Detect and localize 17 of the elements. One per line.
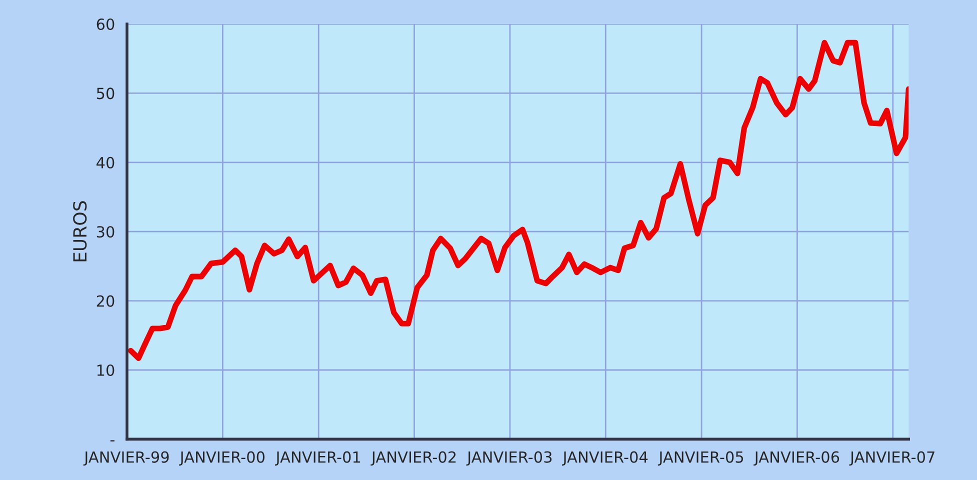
y-tick-label: 60 [96, 18, 114, 30]
y-tick-label: 20 [96, 295, 114, 307]
x-tick-label: JANVIER-03 [466, 451, 552, 466]
x-tick-label: JANVIER-01 [274, 451, 360, 466]
x-tick-label: JANVIER-99 [83, 451, 169, 466]
x-tick-label: JANVIER-04 [562, 451, 648, 466]
y-tick-label: 50 [96, 88, 114, 100]
y-tick-label: - [110, 440, 114, 442]
x-tick-label: JANVIER-06 [754, 451, 840, 466]
x-tick-label: JANVIER-07 [849, 451, 934, 466]
y-tick-label: 10 [97, 364, 114, 376]
x-tick-label: JANVIER-02 [370, 451, 456, 466]
y-axis-title: EUROS [73, 201, 87, 262]
y-tick-label: 30 [96, 226, 114, 238]
x-tick-label: JANVIER-05 [658, 451, 744, 466]
y-tick-label: 40 [96, 156, 114, 168]
x-tick-label: JANVIER-00 [179, 451, 265, 466]
